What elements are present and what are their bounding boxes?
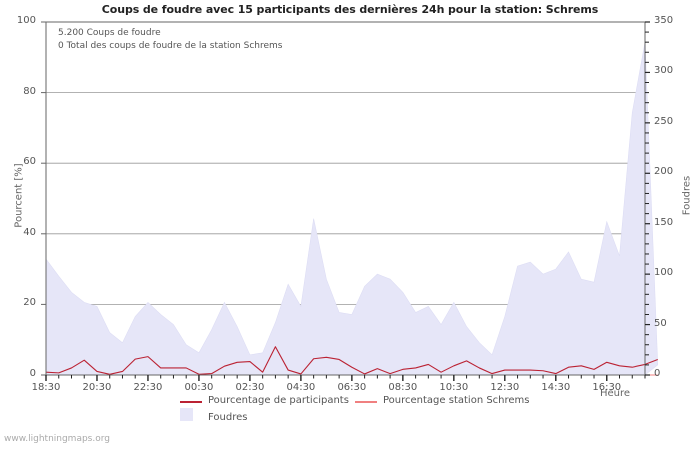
x-axis-tick: 14:30 bbox=[541, 382, 571, 393]
x-axis-tick: 22:30 bbox=[133, 382, 163, 393]
y-axis-left-tick: 100 bbox=[16, 15, 36, 26]
y-axis-right-tick: 50 bbox=[654, 317, 667, 329]
chart-title: Coups de foudre avec 15 participants des… bbox=[101, 3, 599, 16]
x-axis-tick: 12:30 bbox=[490, 382, 520, 393]
x-axis-tick: 20:30 bbox=[82, 382, 112, 393]
annotation-station-strokes: 0 Total des coups de foudre de la statio… bbox=[58, 41, 283, 51]
legend-label-2: Foudres bbox=[208, 412, 248, 423]
site-footer: www.lightningmaps.org bbox=[4, 434, 110, 444]
y-axis-right-tick: 0 bbox=[654, 368, 661, 379]
x-axis-tick: 10:30 bbox=[439, 382, 469, 393]
y-axis-left-tick: 0 bbox=[29, 368, 36, 379]
y-axis-left-tick: 40 bbox=[23, 226, 36, 238]
y-axis-left-tick: 60 bbox=[23, 156, 36, 168]
x-axis-tick: 18:30 bbox=[31, 382, 61, 393]
legend-swatch-1 bbox=[355, 401, 377, 403]
legend-swatch-2 bbox=[180, 408, 193, 421]
x-axis-tick: 04:30 bbox=[286, 382, 316, 393]
annotation-total-strokes: 5.200 Coups de foudre bbox=[58, 28, 161, 38]
y-axis-left-tick: 80 bbox=[23, 85, 36, 97]
x-axis-tick: 16:30 bbox=[592, 382, 622, 393]
y-axis-right-tick: 300 bbox=[654, 65, 674, 77]
y-axis-right-tick: 350 bbox=[654, 15, 674, 26]
legend-label-0: Pourcentage de participants bbox=[208, 395, 349, 406]
y-axis-right-tick: 250 bbox=[654, 115, 674, 127]
y-axis-left-tick: 20 bbox=[23, 297, 36, 309]
y-axis-right-tick: 150 bbox=[654, 216, 674, 228]
x-axis-tick: 02:30 bbox=[235, 382, 265, 393]
legend-label-1: Pourcentage station Schrems bbox=[383, 395, 530, 406]
series-area-foudres bbox=[45, 42, 659, 376]
x-axis-tick: 08:30 bbox=[388, 382, 418, 393]
legend-swatch-0 bbox=[180, 401, 202, 403]
y-axis-right-tick: 100 bbox=[654, 267, 674, 279]
x-axis-tick: 06:30 bbox=[337, 382, 367, 393]
y-axis-right-tick: 200 bbox=[654, 166, 674, 178]
series-line-0 bbox=[45, 346, 658, 375]
x-axis-label: Heure bbox=[600, 388, 631, 399]
x-axis-tick: 00:30 bbox=[184, 382, 214, 393]
